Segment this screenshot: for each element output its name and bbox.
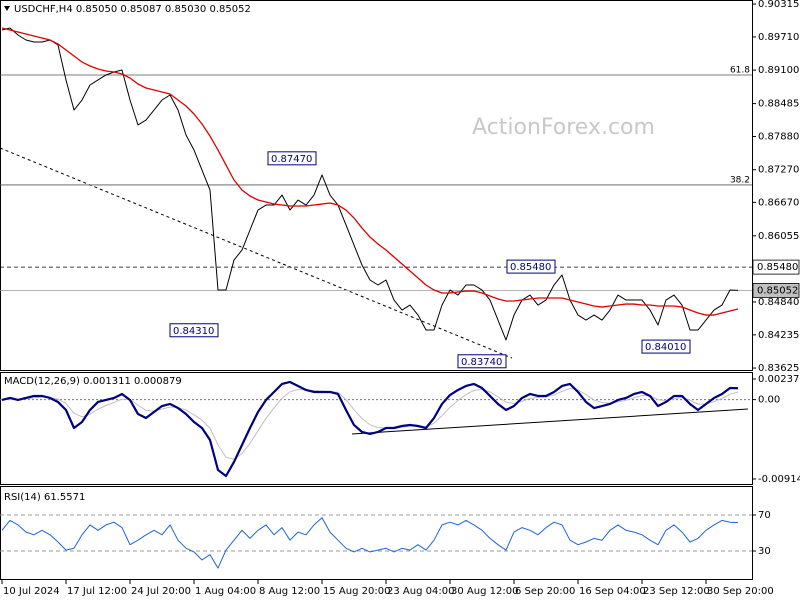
x-tick-label: 24 Jul 20:00: [131, 586, 191, 597]
x-tick-label: 23 Sep 12:00: [643, 586, 710, 597]
y-tick-label: 0.87880: [758, 132, 799, 143]
price-label: 0.85052: [757, 285, 798, 296]
annotation: 0.83740: [461, 357, 502, 368]
y-tick-label: 30: [758, 546, 771, 557]
x-tick-label: 30 Aug 12:00: [451, 586, 518, 597]
panel-title: USDCHF,H4 0.85050 0.85087 0.85030 0.8505…: [14, 4, 251, 15]
x-tick-label: 23 Aug 04:00: [387, 586, 454, 597]
y-tick-label: 0.89100: [758, 65, 799, 76]
x-tick-label: 15 Aug 20:00: [323, 586, 390, 597]
annotation-box: [457, 354, 507, 369]
series-line: [1, 380, 739, 478]
x-tick-label: 16 Sep 04:00: [579, 586, 646, 597]
annotation-box: [506, 259, 556, 274]
price-panel: [0, 0, 753, 371]
y-tick-label: 0.87270: [758, 165, 799, 176]
annotation: 0.85480: [510, 262, 551, 273]
price-label-box: [752, 259, 800, 275]
y-tick-label: 0.83625: [758, 363, 799, 374]
x-tick-label: 6 Sep 20:00: [515, 586, 575, 597]
x-tick-label: 17 Jul 12:00: [67, 586, 127, 597]
price-label-box: [752, 282, 800, 298]
y-tick-label: 0.00: [758, 395, 780, 406]
y-tick-label: 0.89710: [758, 32, 799, 43]
fib-label: 61.8: [730, 66, 750, 76]
macd-panel: [0, 372, 753, 485]
annotation: 0.84310: [173, 326, 214, 337]
annotation: 0.87470: [271, 154, 312, 165]
y-tick-label: 0.002376: [758, 374, 800, 385]
macd-trend-line: [351, 408, 749, 435]
x-tick-label: 30 Sep 20:00: [707, 586, 774, 597]
panel-title: RSI(14) 61.5571: [4, 492, 85, 503]
y-tick-label: 0.84235: [758, 330, 799, 341]
y-tick-label: 0.84840: [758, 297, 799, 308]
annotation-box: [169, 323, 219, 338]
rsi-panel: [0, 486, 753, 580]
x-tick-label: 1 Aug 04:00: [195, 586, 256, 597]
series-line: [1, 27, 739, 341]
y-tick-label: 70: [758, 510, 771, 521]
y-tick-label: -0.00914: [758, 474, 800, 485]
price-label: 0.85480: [757, 262, 798, 273]
x-tick-label: 8 Aug 12:00: [259, 586, 320, 597]
fib-label: 38.2: [730, 175, 750, 185]
series-line: [1, 27, 739, 316]
y-tick-label: 0.88485: [758, 99, 799, 110]
annotation-box: [641, 339, 691, 354]
series-line: [1, 517, 739, 569]
menu-icon: [4, 6, 10, 11]
y-tick-label: 0.86670: [758, 197, 799, 208]
panel-title: MACD(12,26,9) 0.001311 0.000879: [4, 376, 182, 387]
y-tick-label: 0.86055: [758, 231, 799, 242]
annotation: 0.84010: [645, 342, 686, 353]
y-tick-label: 0.90315: [758, 0, 799, 10]
x-tick-label: 10 Jul 2024: [3, 586, 60, 597]
trend-line: [0, 147, 513, 359]
annotation-box: [267, 151, 317, 166]
watermark: ActionForex.com: [472, 115, 655, 140]
